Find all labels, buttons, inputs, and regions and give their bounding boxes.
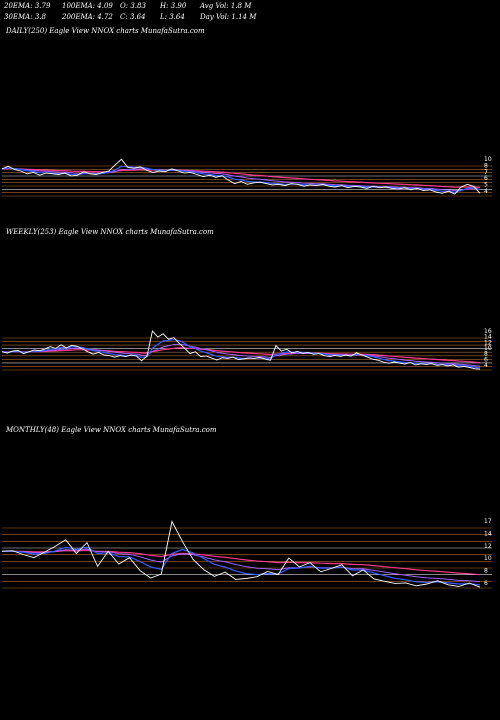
daily-tick-label: 5 [484,182,488,189]
weekly-price-line [1,330,481,370]
monthly-tick-label: 8 [484,568,488,575]
monthly-tick-label: 14 [484,530,492,537]
weekly-ema-short [1,338,481,369]
monthly-price-line [1,520,481,588]
daily-price-line [1,158,481,195]
weekly-tick-label: 14 [484,334,492,341]
weekly-tick-label: 4 [484,362,488,369]
weekly-ema-long [1,347,481,364]
weekly-tick-label: 8 [484,351,488,358]
header-high: H: 3.90 [160,2,187,10]
header-low: L: 3.64 [160,13,185,21]
daily-tick-label: 4 [484,188,488,195]
monthly-tick-label: 12 [484,543,492,550]
monthly-tick-label: 17 [484,518,492,525]
daily-tick-label: 8 [484,162,488,169]
monthly-tick-label: 10 [484,555,492,562]
weekly-tick-label: 6 [484,356,488,363]
weekly-tick-label: 12 [484,339,492,346]
header-20ema: 20EMA: 3.79 [4,2,51,10]
daily-ema-long [1,168,481,188]
daily-tick-label: 7 [484,169,488,176]
header-close: C: 3.64 [120,13,146,21]
header-avg-vol: Avg Vol: 1.8 M [200,2,252,10]
monthly-chart-title: MONTHLY(48) Eagle View NNOX charts Munaf… [6,426,217,434]
monthly-tick-label: 6 [484,580,488,587]
header-day-vol: Day Vol: 1.14 M [200,13,257,21]
daily-tick-label: 6 [484,175,488,182]
header-200ema: 200EMA: 4.72 [62,13,113,21]
monthly-ema-mid [2,548,481,583]
daily-tick-label: 10 [484,156,492,163]
header-30ema: 30EMA: 3.8 [4,13,46,21]
weekly-tick-label: 10 [484,345,492,352]
weekly-tick-label: 16 [484,328,492,335]
monthly-ema-long [2,549,481,576]
daily-ema-short [1,165,481,193]
weekly-chart-title: WEEKLY(253) Eagle View NNOX charts Munaf… [6,228,214,236]
header-open: O: 3.83 [120,2,146,10]
header-100ema: 100EMA: 4.09 [62,2,113,10]
daily-chart-title: DAILY(250) Eagle View NNOX charts Munafa… [6,27,205,35]
